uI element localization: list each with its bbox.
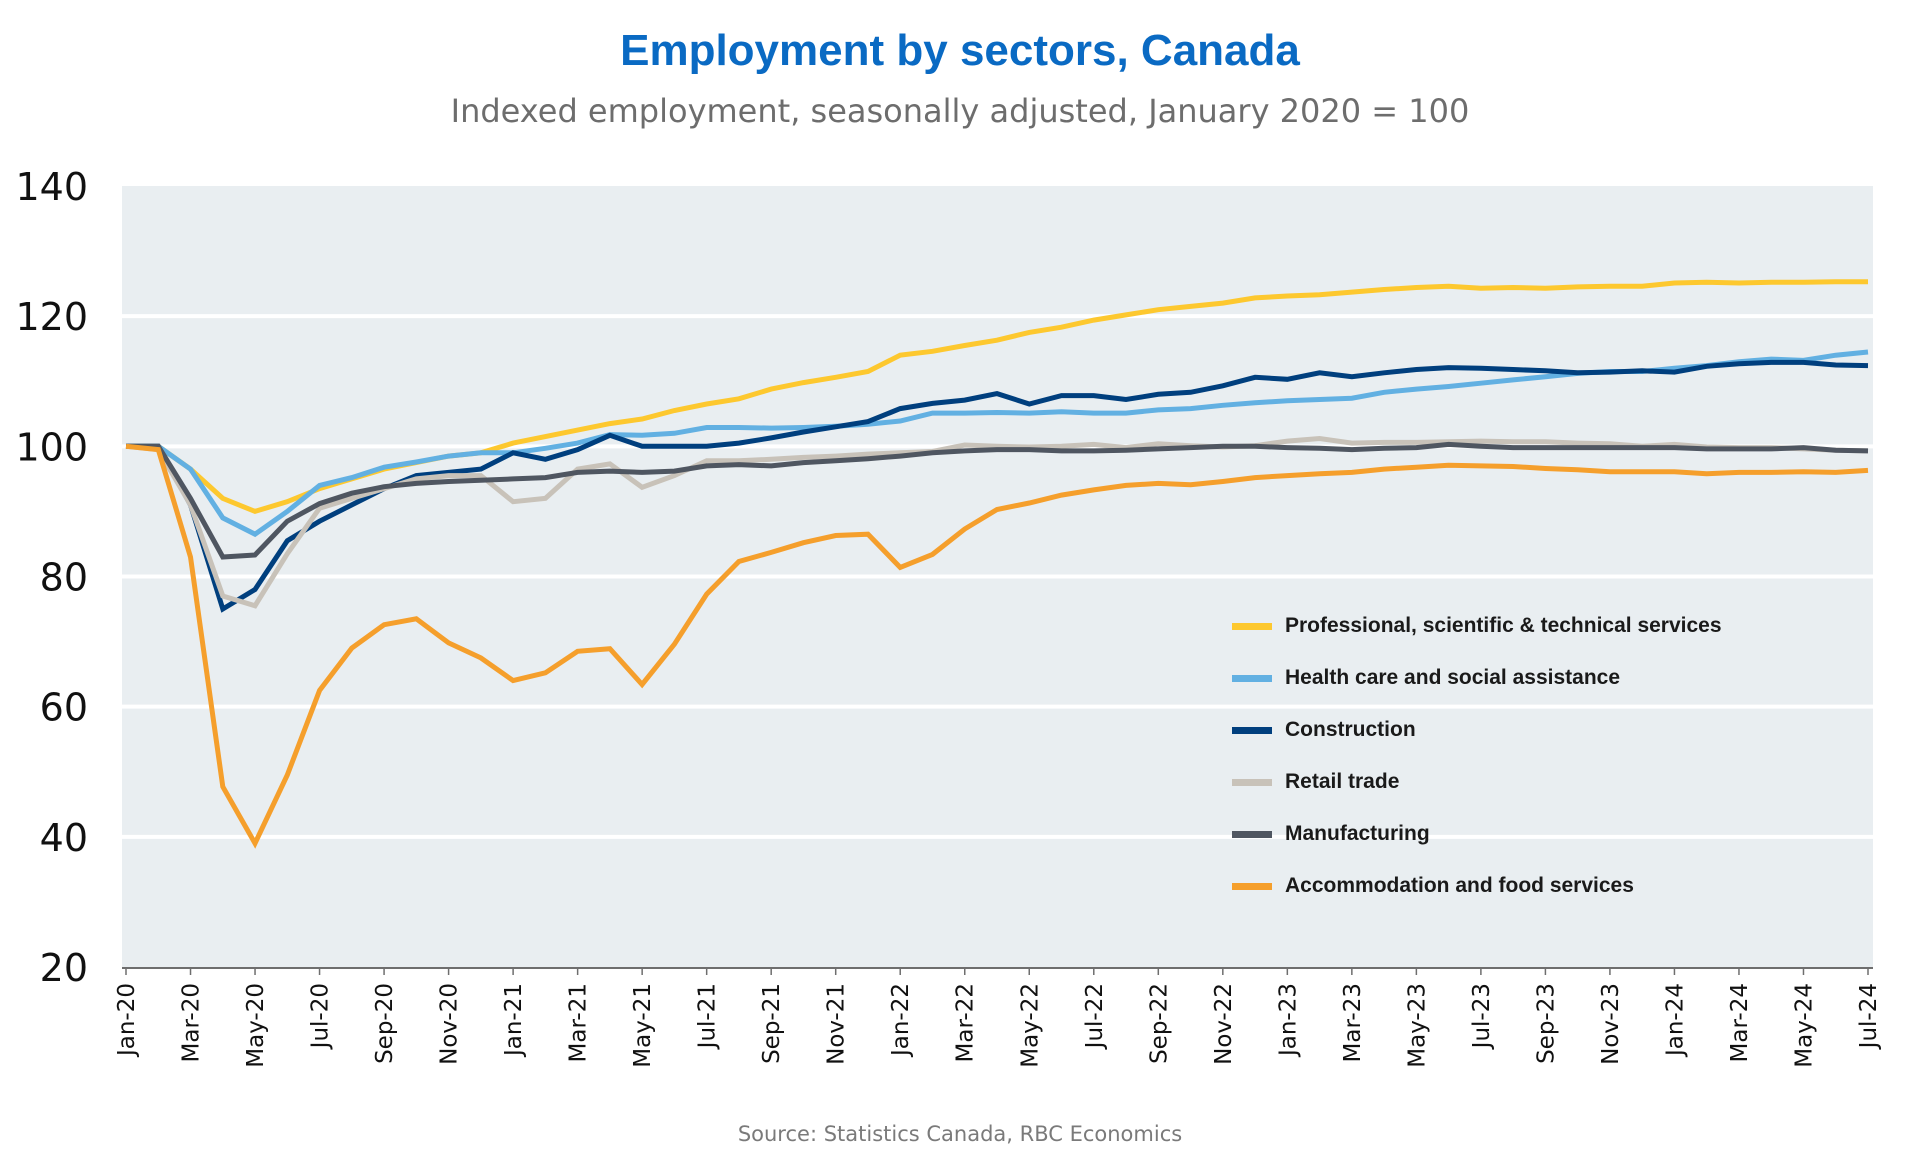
legend-item: Health care and social assistance xyxy=(1232,652,1722,704)
legend-item: Accommodation and food services xyxy=(1232,860,1722,912)
x-tick-label: Jul-23 xyxy=(1469,983,1495,1050)
series-line-accommodation-and-food-services xyxy=(125,443,1869,849)
legend-swatch xyxy=(1232,622,1272,630)
gridlines xyxy=(122,314,1873,839)
series-lines xyxy=(125,279,1869,849)
x-tick-label: Mar-23 xyxy=(1340,983,1366,1063)
x-axis: Jan-20 Mar-20 May-20 Jul-20 Sep-20 Nov-20 Jan-… xyxy=(114,967,1882,1068)
x-tick-label: Sep-23 xyxy=(1533,983,1559,1064)
legend-label: Construction xyxy=(1285,718,1416,741)
y-tick-label: 140 xyxy=(15,165,88,209)
x-tick-label: May-20 xyxy=(243,983,269,1068)
x-tick-label: Jul-24 xyxy=(1856,983,1882,1050)
x-tick-label: Jan-23 xyxy=(1275,983,1301,1058)
series-line-manufacturing xyxy=(126,441,1869,560)
y-tick-label: 80 xyxy=(40,556,88,600)
legend-swatch xyxy=(1232,778,1272,786)
x-tick-label: Nov-20 xyxy=(437,983,463,1065)
y-tick-label: 100 xyxy=(15,425,88,469)
x-tick-label: Mar-24 xyxy=(1727,983,1753,1063)
legend-label: Professional, scientific & technical ser… xyxy=(1285,614,1722,637)
chart-title: Employment by sectors, Canada xyxy=(620,26,1300,75)
y-tick-label: 120 xyxy=(15,295,88,339)
legend-label: Accommodation and food services xyxy=(1285,874,1634,897)
x-tick-label: Jul-22 xyxy=(1082,983,1108,1050)
legend-item: Construction xyxy=(1232,704,1722,756)
legend-swatch xyxy=(1232,674,1272,682)
x-tick-label: Nov-22 xyxy=(1211,983,1237,1065)
legend-swatch xyxy=(1232,830,1272,838)
x-tick-label: May-21 xyxy=(630,983,656,1068)
series-line-construction xyxy=(126,359,1869,613)
x-tick-label: May-23 xyxy=(1404,983,1430,1068)
x-tick-label: Mar-20 xyxy=(179,983,205,1063)
legend-swatch xyxy=(1232,726,1272,734)
legend-item: Retail trade xyxy=(1232,756,1722,808)
legend-item: Professional, scientific & technical ser… xyxy=(1232,600,1722,652)
legend-swatch xyxy=(1232,882,1272,890)
legend-label: Manufacturing xyxy=(1285,822,1430,845)
source-note: Source: Statistics Canada, RBC Economics xyxy=(737,1122,1183,1146)
x-tick-label: Mar-21 xyxy=(566,983,592,1063)
x-tick-label: Sep-22 xyxy=(1146,983,1172,1064)
y-tick-label: 60 xyxy=(40,686,88,730)
x-tick-label: Nov-23 xyxy=(1598,983,1624,1065)
x-tick-label: Jan-24 xyxy=(1662,983,1688,1058)
x-tick-label: Jan-21 xyxy=(501,983,527,1058)
y-tick-label: 20 xyxy=(40,946,88,990)
legend-label: Retail trade xyxy=(1285,770,1400,793)
x-tick-label: Mar-22 xyxy=(953,983,979,1063)
legend: Professional, scientific & technical ser… xyxy=(1232,600,1722,912)
chart-subtitle: Indexed employment, seasonally adjusted,… xyxy=(450,92,1470,130)
x-tick-label: Nov-21 xyxy=(824,983,850,1065)
series-line-retail-trade xyxy=(125,435,1869,609)
x-tick-label: May-24 xyxy=(1791,983,1817,1068)
y-tick-label: 40 xyxy=(40,816,88,860)
x-tick-label: Sep-21 xyxy=(759,983,785,1064)
x-tick-label: May-22 xyxy=(1017,983,1043,1068)
y-axis: 140 120 100 80 60 40 20 xyxy=(15,165,88,990)
x-tick-label: Sep-20 xyxy=(372,983,398,1064)
legend-label: Health care and social assistance xyxy=(1285,666,1621,689)
x-tick-label: Jul-20 xyxy=(308,983,334,1050)
x-tick-label: Jan-22 xyxy=(888,983,914,1058)
x-tick-label: Jul-21 xyxy=(695,983,721,1050)
legend-item: Manufacturing xyxy=(1232,808,1722,860)
x-tick-label: Jan-20 xyxy=(114,983,140,1058)
